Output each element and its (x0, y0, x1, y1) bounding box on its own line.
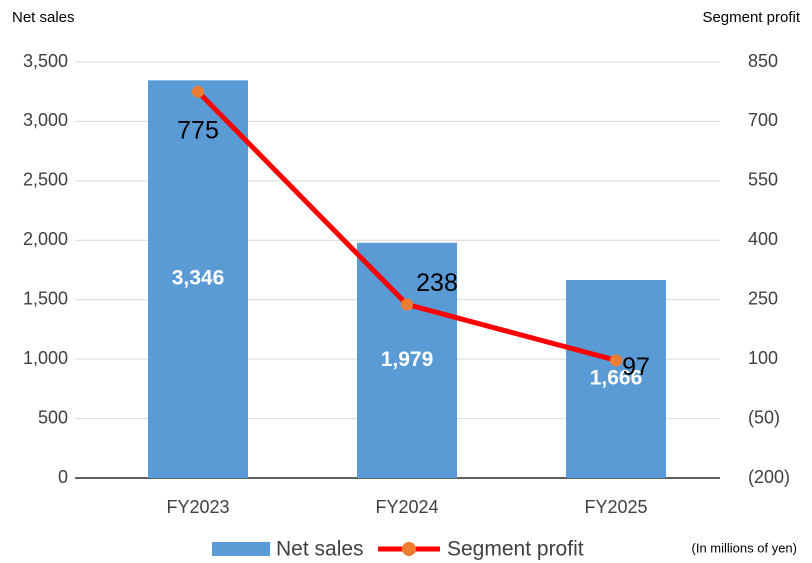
bar (357, 242, 457, 478)
y-tick-label: 1,000 (23, 348, 68, 368)
bar (566, 279, 666, 478)
legend-marker (402, 542, 416, 556)
y2-tick-label: 250 (748, 288, 778, 308)
y-tick-label: 3,000 (23, 110, 68, 130)
y-tick-label: 500 (38, 407, 68, 427)
bar-label: 1,666 (590, 367, 643, 390)
legend-label: Segment profit (447, 538, 584, 561)
y2-tick-label: 400 (748, 229, 778, 249)
y-tick-label: 0 (58, 467, 68, 487)
line-label: 238 (416, 269, 458, 297)
line-marker (401, 298, 413, 311)
bar (148, 80, 248, 478)
y-tick-label: 3,500 (23, 51, 68, 71)
y-tick-label: 2,500 (23, 170, 68, 190)
y-axis-title: Net sales (12, 9, 75, 26)
y2-tick-label: 100 (748, 348, 778, 368)
y-tick-label: 2,000 (23, 229, 68, 249)
x-tick-label: FY2023 (166, 497, 229, 517)
y2-tick-label: 700 (748, 110, 778, 130)
y-tick-label: 1,500 (23, 288, 68, 308)
line-marker (192, 85, 204, 98)
y2-tick-label: (50) (748, 407, 780, 427)
bar-label: 1,979 (381, 348, 434, 371)
line-label: 775 (177, 116, 219, 144)
note: (In millions of yen) (692, 540, 797, 555)
y2-tick-label: 550 (748, 170, 778, 190)
x-tick-label: FY2024 (375, 497, 438, 517)
legend-swatch (212, 542, 270, 556)
y2-axis-title: Segment profit (702, 9, 800, 26)
line-marker (610, 354, 622, 367)
legend-label: Net sales (276, 538, 364, 561)
x-tick-label: FY2025 (584, 497, 647, 517)
line-label: 97 (622, 353, 650, 381)
bar-label: 3,346 (172, 267, 225, 290)
y2-tick-label: (200) (748, 467, 790, 487)
y2-tick-label: 850 (748, 51, 778, 71)
